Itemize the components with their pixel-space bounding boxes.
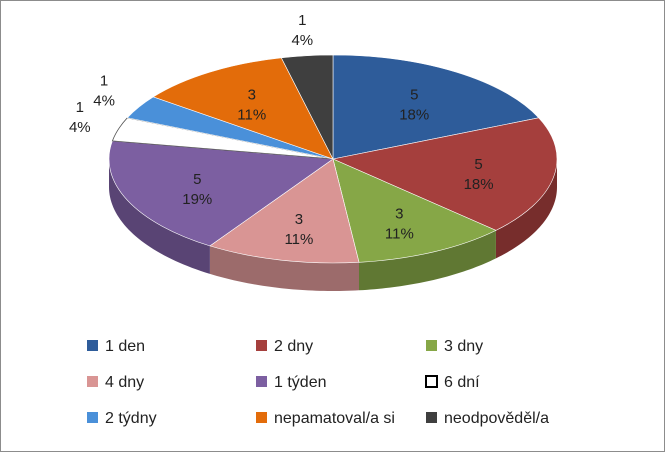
data-label-percent-3: 11%: [385, 225, 414, 242]
pie-slice-9: [280, 54, 334, 160]
data-label-percent-1: 18%: [399, 107, 429, 124]
legend-swatch-4: [87, 376, 98, 387]
legend-swatch-9: [426, 412, 437, 423]
data-label-value-6: 1: [76, 99, 84, 116]
legend-swatch-7: [87, 412, 98, 423]
data-label-percent-8: 11%: [237, 107, 266, 124]
pie-slice-1: [332, 54, 540, 160]
legend-label-5: 1 týden: [274, 374, 326, 391]
data-label-value-2: 5: [474, 156, 482, 173]
data-label-value-7: 1: [100, 73, 108, 90]
pie-slice-4: [209, 158, 360, 264]
legend-label-6: 6 dní: [444, 374, 480, 391]
pie-side-5: [109, 159, 210, 274]
data-label-value-5: 5: [193, 171, 201, 188]
legend-swatch-8: [256, 412, 267, 423]
pie-slice-8: [152, 57, 334, 160]
pie-slice-5: [108, 140, 334, 247]
legend-swatch-1: [87, 340, 98, 351]
legend-label-3: 3 dny: [444, 338, 483, 355]
legend-label-1: 1 den: [105, 338, 145, 355]
legend-label-7: 2 týdny: [105, 410, 157, 427]
pie-side-4: [209, 245, 360, 291]
data-label-value-3: 3: [395, 205, 403, 222]
pie-slice-3: [332, 158, 497, 263]
legend-label-2: 2 dny: [274, 338, 313, 355]
pie-side-walls: [109, 159, 557, 291]
legend: 1 den 2 dny 3 dny 4 dny 1 týden 6 dní 2 týdny n…: [87, 338, 549, 427]
legend-swatch-5: [256, 376, 267, 387]
data-labels: 5 18% 5 18% 3 11% 3 11% 5 19% 1 4% 1 4% 3 11% 1 4%: [69, 12, 494, 248]
pie-side-2: [495, 159, 557, 259]
data-label-value-9: 1: [298, 12, 306, 29]
legend-swatch-3: [426, 340, 437, 351]
data-label-percent-6: 4%: [69, 119, 91, 136]
pie-side-3: [359, 230, 496, 291]
data-label-percent-7: 4%: [93, 93, 115, 110]
data-label-value-1: 5: [410, 87, 418, 104]
data-label-percent-4: 11%: [284, 231, 313, 248]
data-label-percent-5: 19%: [182, 191, 212, 208]
legend-swatch-6: [425, 375, 438, 388]
data-label-percent-2: 18%: [464, 176, 494, 193]
data-label-value-8: 3: [248, 87, 256, 104]
pie-slice-2: [332, 117, 558, 231]
data-label-value-4: 3: [295, 211, 303, 228]
legend-swatch-2: [256, 340, 267, 351]
data-label-percent-9: 4%: [291, 32, 313, 49]
legend-label-8: nepamatoval/a si: [274, 410, 395, 427]
legend-label-4: 4 dny: [105, 374, 144, 391]
pie-top-faces: [108, 54, 558, 264]
legend-label-9: neodpověděl/a: [444, 410, 549, 427]
